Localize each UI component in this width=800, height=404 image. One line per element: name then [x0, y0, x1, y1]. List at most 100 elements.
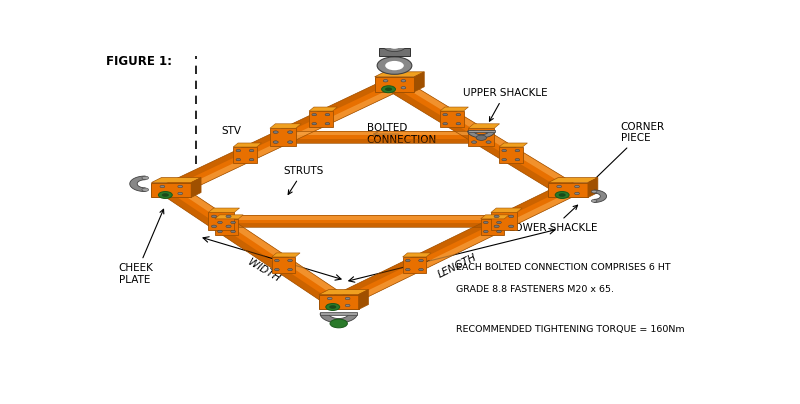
Text: EACH BOLTED CONNECTION COMPRISES 6 HT: EACH BOLTED CONNECTION COMPRISES 6 HT [457, 263, 671, 272]
Circle shape [497, 221, 502, 224]
Text: CORNER
PIECE: CORNER PIECE [590, 122, 665, 184]
Polygon shape [398, 80, 578, 189]
Polygon shape [151, 183, 191, 198]
FancyBboxPatch shape [208, 213, 234, 230]
Text: GRADE 8.8 FASTENERS M20 x 65.: GRADE 8.8 FASTENERS M20 x 65. [457, 285, 614, 294]
Polygon shape [385, 86, 565, 194]
Polygon shape [174, 186, 349, 301]
FancyBboxPatch shape [214, 219, 238, 235]
Polygon shape [208, 208, 239, 213]
Polygon shape [161, 186, 349, 306]
Polygon shape [283, 131, 482, 135]
Circle shape [591, 200, 597, 202]
Circle shape [249, 149, 254, 152]
Circle shape [383, 40, 406, 52]
Circle shape [471, 141, 477, 143]
Circle shape [160, 192, 165, 195]
Circle shape [325, 122, 330, 125]
FancyBboxPatch shape [270, 128, 296, 146]
Polygon shape [214, 215, 243, 219]
Polygon shape [162, 80, 403, 195]
Circle shape [483, 230, 488, 233]
Circle shape [486, 141, 491, 143]
Circle shape [497, 230, 502, 233]
Polygon shape [151, 178, 201, 183]
Circle shape [142, 176, 149, 179]
Polygon shape [222, 215, 504, 227]
Polygon shape [233, 143, 262, 147]
Circle shape [555, 191, 569, 198]
Circle shape [326, 303, 340, 310]
Circle shape [162, 193, 169, 197]
Circle shape [330, 319, 347, 328]
Circle shape [329, 305, 336, 309]
FancyBboxPatch shape [468, 130, 495, 133]
FancyBboxPatch shape [402, 257, 426, 273]
Circle shape [509, 215, 514, 218]
Text: LENGTH: LENGTH [436, 252, 478, 280]
Polygon shape [222, 215, 504, 220]
Circle shape [274, 259, 279, 262]
FancyBboxPatch shape [379, 48, 410, 56]
Polygon shape [491, 208, 522, 213]
Polygon shape [283, 139, 482, 143]
Circle shape [382, 86, 395, 93]
Circle shape [332, 320, 346, 326]
Circle shape [158, 191, 172, 198]
Polygon shape [309, 107, 338, 111]
Circle shape [515, 158, 520, 161]
Polygon shape [440, 107, 469, 111]
Circle shape [160, 185, 165, 188]
Polygon shape [358, 290, 369, 309]
Circle shape [287, 131, 293, 133]
Circle shape [383, 86, 388, 89]
Circle shape [401, 80, 406, 82]
Circle shape [443, 122, 447, 125]
Polygon shape [162, 80, 392, 189]
FancyBboxPatch shape [272, 257, 295, 273]
Polygon shape [222, 223, 504, 227]
Circle shape [218, 221, 222, 224]
Circle shape [557, 192, 562, 195]
Circle shape [406, 259, 410, 262]
FancyBboxPatch shape [491, 213, 517, 230]
Polygon shape [468, 131, 495, 138]
Circle shape [406, 268, 410, 271]
FancyBboxPatch shape [481, 219, 504, 235]
Text: STRUTS: STRUTS [283, 166, 323, 194]
Polygon shape [319, 290, 369, 295]
Circle shape [502, 158, 506, 161]
Circle shape [494, 225, 499, 228]
Circle shape [325, 114, 330, 116]
Text: CHEEK
PLATE: CHEEK PLATE [118, 209, 164, 285]
Circle shape [494, 215, 499, 218]
Text: RECOMMENDED TIGHTENING TORQUE = 160Nm: RECOMMENDED TIGHTENING TORQUE = 160Nm [457, 325, 685, 335]
Polygon shape [130, 176, 146, 191]
Circle shape [389, 43, 400, 49]
Circle shape [236, 149, 241, 152]
Circle shape [483, 221, 488, 224]
Circle shape [346, 297, 350, 300]
FancyBboxPatch shape [440, 111, 463, 127]
Polygon shape [374, 77, 414, 92]
Polygon shape [272, 253, 300, 257]
Circle shape [476, 135, 486, 140]
Polygon shape [320, 314, 358, 323]
Polygon shape [283, 131, 482, 143]
Circle shape [346, 304, 350, 307]
Circle shape [273, 141, 278, 143]
Polygon shape [481, 215, 509, 219]
Circle shape [471, 131, 477, 133]
Circle shape [226, 225, 231, 228]
Circle shape [383, 80, 388, 82]
Text: LOWER SHACKLE: LOWER SHACKLE [510, 205, 598, 233]
Polygon shape [548, 178, 598, 183]
Circle shape [401, 86, 406, 89]
Circle shape [443, 114, 447, 116]
Circle shape [218, 230, 222, 233]
FancyBboxPatch shape [309, 111, 333, 127]
FancyBboxPatch shape [320, 311, 358, 316]
Circle shape [287, 141, 293, 143]
Circle shape [312, 114, 317, 116]
Circle shape [274, 268, 279, 271]
